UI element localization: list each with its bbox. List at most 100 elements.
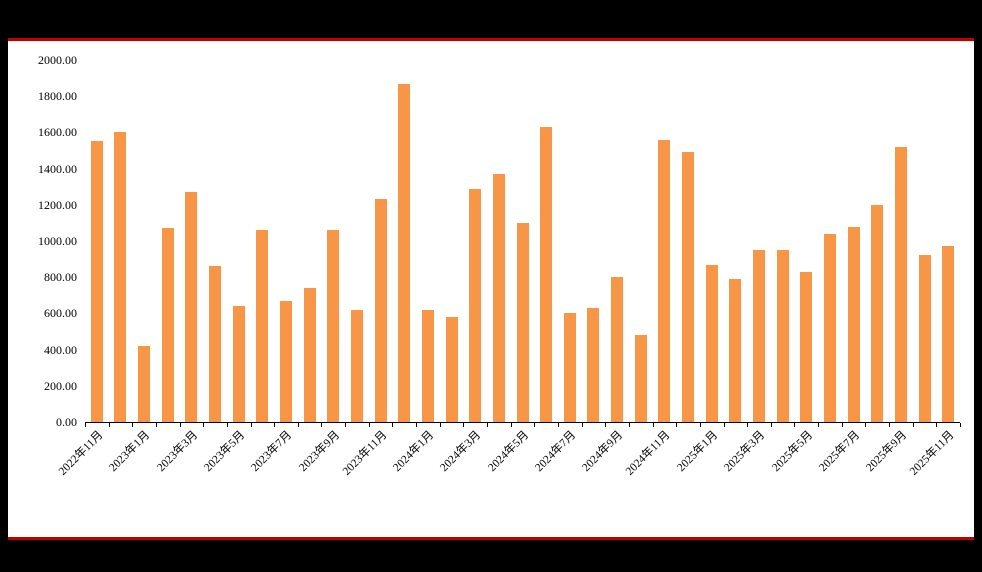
x-axis-tick [605,423,607,427]
x-axis-tick [85,423,86,427]
x-axis-tick [203,423,205,427]
bar [871,204,884,422]
x-axis-tick [368,423,370,427]
x-axis-tick [439,423,441,427]
bar [209,266,222,422]
y-tick-label: 800.00 [44,270,77,285]
x-tick-label: 2023年1月 [107,429,153,475]
x-axis-tick [487,423,489,427]
bar [776,250,789,422]
x-axis-tick [652,423,654,427]
x-tick-label: 2024年9月 [580,429,626,475]
bar [327,230,340,422]
x-axis-tick [676,423,678,427]
bar [280,300,292,422]
bar [682,152,695,422]
bar [303,288,316,422]
x-axis-tick [889,423,891,427]
bottom-divider [8,537,974,540]
bar [540,126,553,422]
y-tick-label: 600.00 [44,306,77,321]
x-axis-tick [416,423,418,427]
x-tick-label: 2024年7月 [533,429,579,475]
x-axis-tick [841,423,843,427]
x-tick-label: 2025年11月 [907,429,957,478]
y-tick-label: 1600.00 [38,125,77,140]
bar [752,250,765,422]
bar [161,228,174,422]
x-axis-tick [960,423,961,427]
bar [114,132,127,422]
x-tick-label: 2025年1月 [675,429,721,475]
x-axis-tick [628,423,630,427]
bar [185,192,198,422]
x-axis-line [85,422,960,423]
bar [894,146,907,422]
x-axis-tick [557,423,559,427]
x-tick-label: 2024年5月 [485,429,531,475]
x-axis-tick [321,423,323,427]
bar [658,139,671,422]
x-tick-label: 2023年11月 [340,429,390,478]
x-axis-tick [581,423,583,427]
bar [563,313,576,422]
x-axis-tick [463,423,465,427]
x-tick-label: 2024年11月 [624,429,673,478]
y-tick-label: 0.00 [56,415,77,429]
y-tick-label: 200.00 [44,378,77,393]
x-axis-tick [794,423,796,427]
bar [705,264,718,422]
bar-chart: 0.00 200.00 400.00 600.00 800.00 1000.00 1200.… [8,41,974,537]
x-axis-tick [510,423,512,427]
x-axis-tick [274,423,276,427]
x-axis-tick [936,423,938,427]
x-axis-tick [723,423,725,427]
y-tick-label: 1200.00 [38,197,77,212]
x-axis-tick [226,423,228,427]
bar [611,277,624,422]
bar [942,246,955,422]
bar [421,309,434,422]
x-axis-tick [747,423,749,427]
bar [823,233,836,422]
bar [847,226,860,422]
bar [256,230,269,422]
bar [634,335,647,422]
bar [918,255,931,422]
x-tick-label: 2023年9月 [296,429,342,475]
x-tick-label: 2025年7月 [817,429,863,475]
x-axis-tick [912,423,914,427]
x-tick-label: 2023年7月 [249,429,295,475]
y-tick-label: 2000.00 [38,53,77,67]
x-tick-label: 2024年1月 [391,429,437,475]
bar [800,271,813,422]
x-axis-tick [770,423,772,427]
x-tick-label: 2025年5月 [769,429,815,475]
x-tick-label: 2025年3月 [722,429,768,475]
x-axis-tick [155,423,157,427]
x-axis-tick [392,423,394,427]
x-axis-tick [534,423,536,427]
bar [398,83,411,422]
x-axis-tick [250,423,252,427]
x-axis-tick [818,423,820,427]
x-axis-tick [132,423,134,427]
x-tick-label: 2024年3月 [438,429,484,475]
x-axis-tick [345,423,347,427]
chart-panel: 0.00 200.00 400.00 600.00 800.00 1000.00 1200.… [8,41,974,537]
x-axis-tick [699,423,701,427]
bar [445,317,458,422]
bar [492,174,505,422]
x-axis-tick [179,423,181,427]
x-tick-label: 2023年5月 [202,429,248,475]
x-axis-tick [108,423,110,427]
bar [374,199,387,422]
bar [350,309,363,422]
y-tick-label: 1800.00 [38,89,77,104]
y-tick-label: 400.00 [44,342,77,357]
bar [232,306,245,422]
x-axis-tick [297,423,299,427]
bar [138,345,151,422]
bar [516,222,529,422]
x-tick-label: 2023年3月 [154,429,200,475]
